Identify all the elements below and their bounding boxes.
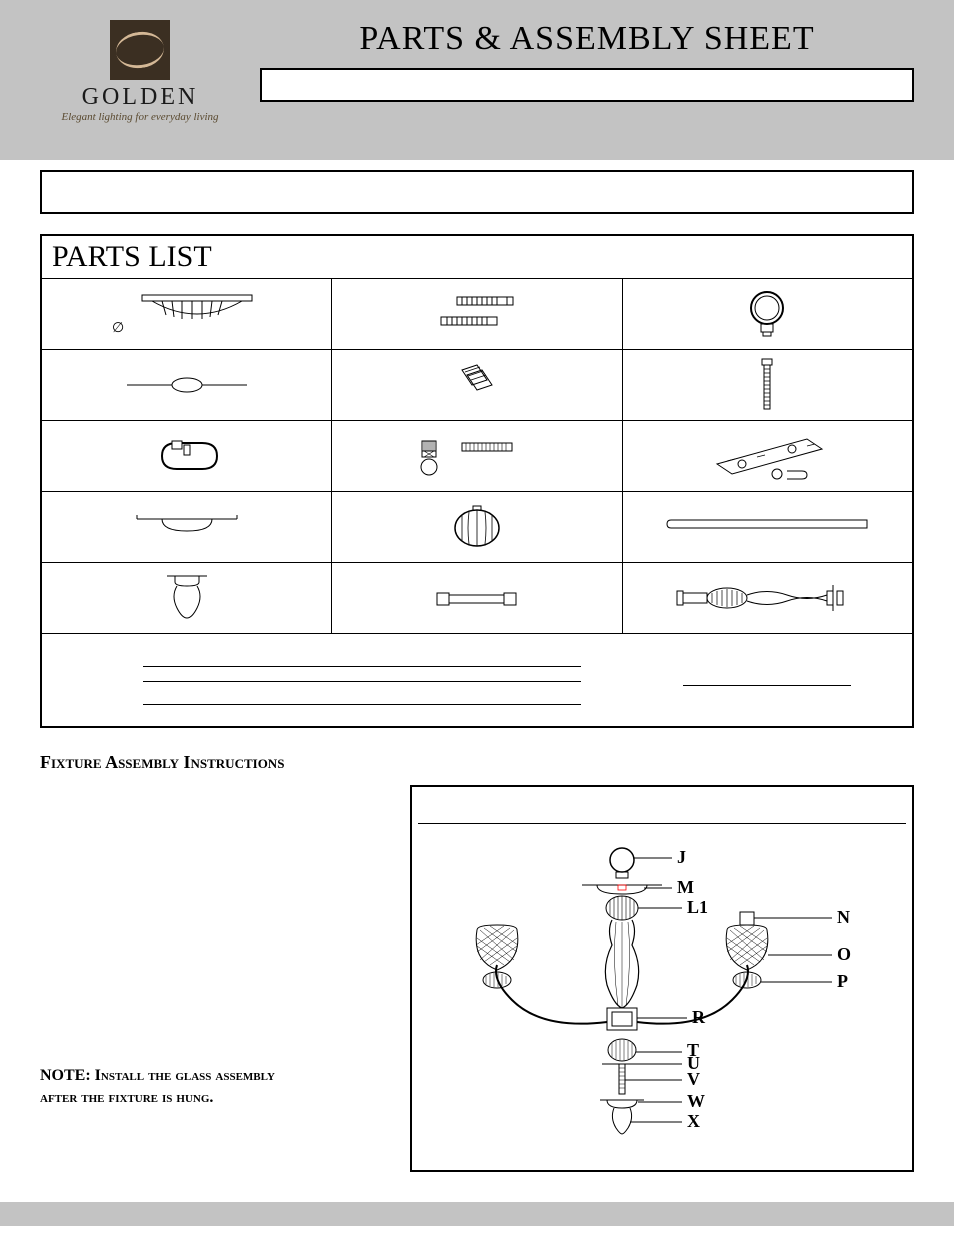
column-icon xyxy=(667,573,867,623)
part-cell xyxy=(332,421,623,492)
model-box xyxy=(40,170,914,214)
table-row xyxy=(41,421,913,492)
part-cell xyxy=(41,563,332,634)
part-cell xyxy=(332,563,623,634)
diagram-label: X xyxy=(687,1111,700,1131)
rod-icon xyxy=(657,512,877,542)
wire-nuts-icon xyxy=(442,360,512,410)
page-title: PARTS & ASSEMBLY SHEET xyxy=(260,20,914,58)
diagram-label: L1 xyxy=(687,897,708,917)
cup-plate-icon xyxy=(117,507,257,547)
parts-table: PARTS LIST ∅ xyxy=(40,234,914,728)
diagram-label: J xyxy=(677,847,686,867)
content-area: PARTS LIST ∅ xyxy=(0,160,954,1192)
chain-link-icon xyxy=(117,370,257,400)
brand-tagline: Elegant lighting for everyday living xyxy=(40,111,240,123)
header-band: GOLDEN Elegant lighting for everyday liv… xyxy=(0,0,954,160)
screws-icon xyxy=(407,289,547,339)
bracket-icon xyxy=(687,429,847,484)
part-cell xyxy=(41,492,332,563)
diagram-label: N xyxy=(837,907,850,927)
diagram-label: R xyxy=(692,1007,706,1027)
logo-mark xyxy=(110,20,170,80)
diagram-label: P xyxy=(837,971,848,991)
quick-link-icon xyxy=(132,431,242,481)
tube-icon xyxy=(417,583,537,613)
table-row xyxy=(41,563,913,634)
diagram-label: V xyxy=(687,1069,700,1089)
diagram-header-bar xyxy=(418,793,906,824)
table-row xyxy=(41,634,913,728)
hook-screw-icon xyxy=(402,431,552,481)
diagram-label: W xyxy=(687,1091,705,1111)
bolt-icon xyxy=(747,355,787,415)
parts-heading: PARTS LIST xyxy=(41,235,913,279)
part-cell xyxy=(332,350,623,421)
table-row: ∅ xyxy=(41,279,913,350)
assembly-diagram-box: J M L1 N O P R T U V xyxy=(410,785,914,1172)
part-cell: ∅ xyxy=(41,279,332,350)
part-cell xyxy=(622,421,913,492)
ball-icon xyxy=(442,500,512,555)
instructions-heading: Fixture Assembly Instructions xyxy=(40,752,914,773)
diagram-label: M xyxy=(677,877,694,897)
part-cell xyxy=(332,492,623,563)
signature-line xyxy=(683,683,851,686)
canopy-icon: ∅ xyxy=(92,287,282,342)
signature-line xyxy=(143,702,581,705)
note-line: after the fixture is hung. xyxy=(40,1089,213,1106)
signature-line xyxy=(143,664,581,667)
part-cell xyxy=(332,279,623,350)
table-row xyxy=(41,492,913,563)
part-cell xyxy=(622,563,913,634)
part-cell xyxy=(622,350,913,421)
part-cell xyxy=(41,350,332,421)
finial-icon xyxy=(147,568,227,628)
title-block: PARTS & ASSEMBLY SHEET xyxy=(240,10,914,102)
ring-loop-icon xyxy=(727,284,807,344)
signature-line xyxy=(143,679,581,682)
svg-text:∅: ∅ xyxy=(112,321,124,336)
brand-name: GOLDEN xyxy=(40,84,240,111)
footer-band xyxy=(0,1202,954,1226)
part-cell xyxy=(622,279,913,350)
diagram-label: O xyxy=(837,944,851,964)
table-row xyxy=(41,350,913,421)
note-line: NOTE: Install the glass assembly xyxy=(40,1067,275,1084)
brand-logo: GOLDEN Elegant lighting for everyday liv… xyxy=(40,10,240,123)
part-cell xyxy=(41,421,332,492)
part-cell xyxy=(622,492,913,563)
title-field-box xyxy=(260,68,914,102)
note-text: NOTE: Install the glass assembly after t… xyxy=(40,1065,380,1110)
assembly-diagram: J M L1 N O P R T U V xyxy=(422,830,902,1170)
